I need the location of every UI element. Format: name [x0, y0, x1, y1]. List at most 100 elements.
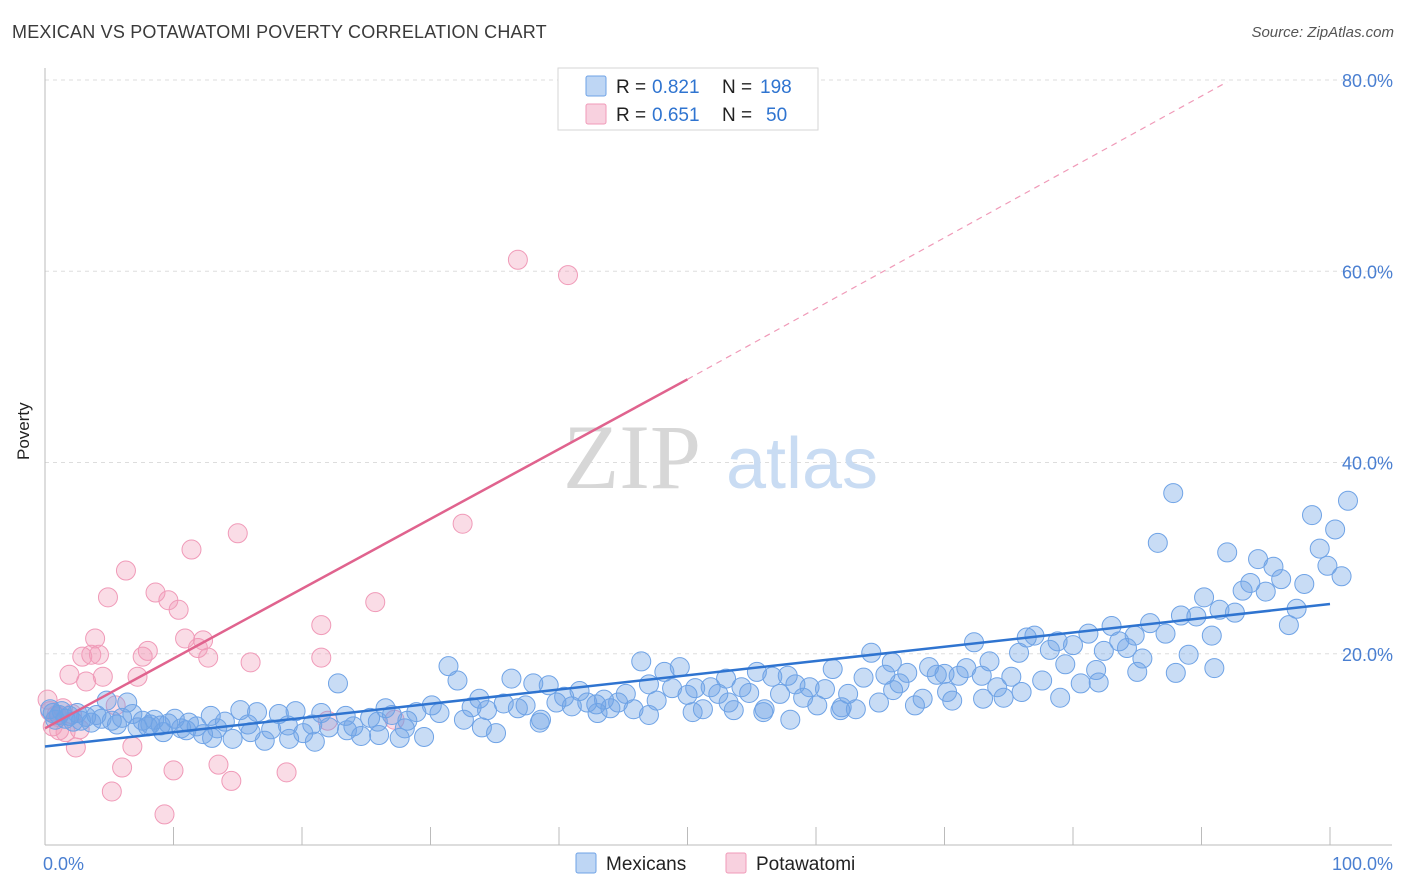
mexicans-point: [406, 702, 427, 723]
mexicans-point: [993, 687, 1014, 708]
chart-title: MEXICAN VS POTAWATOMI POVERTY CORRELATIO…: [12, 22, 547, 42]
potawatomi-point: [81, 644, 102, 665]
mexicans-point: [1163, 483, 1184, 504]
mexicans-point: [304, 731, 325, 752]
watermark-zip: ZIP: [563, 406, 701, 508]
mexicans-point: [222, 728, 243, 749]
mexicans-point: [447, 670, 468, 691]
mexicans-point: [1337, 490, 1358, 511]
mexicans-point: [1050, 687, 1071, 708]
mexicans-point: [770, 683, 791, 704]
mexicans-point: [904, 695, 925, 716]
mexicans-point: [1155, 623, 1176, 644]
mexicans-point: [919, 657, 940, 678]
mexicans-point: [623, 699, 644, 720]
potawatomi-point: [557, 265, 578, 286]
mexicans-point: [1001, 666, 1022, 687]
mexicans-point: [1263, 556, 1284, 577]
mexicans-point: [1047, 631, 1068, 652]
potawatomi-trend-extension: [687, 81, 1228, 380]
mexicans-point: [1147, 532, 1168, 553]
potawatomi-point: [507, 249, 528, 270]
mexicans-point: [861, 642, 882, 663]
mexicans-point: [799, 677, 820, 698]
mexicans-point: [1165, 662, 1186, 683]
legend-bottom: Mexicans Potawatomi: [575, 852, 855, 875]
mexicans-point: [1232, 580, 1253, 601]
mexicans-point: [369, 725, 390, 746]
mexicans-point: [336, 720, 357, 741]
mexicans-point: [926, 664, 947, 685]
potawatomi-points: [37, 249, 578, 825]
y-tick-label: 20.0%: [1342, 645, 1393, 665]
trend-lines: [44, 81, 1331, 748]
potawatomi-point: [276, 762, 297, 783]
mexicans-point: [394, 718, 415, 739]
mexicans-point: [987, 677, 1008, 698]
x-tick-label: 0.0%: [43, 854, 84, 874]
mexicans-point: [381, 704, 402, 725]
mexicans-point: [471, 717, 492, 738]
mexicans-point: [477, 700, 498, 721]
mexicans-point: [912, 688, 933, 709]
legend-swatch-mexicans: [575, 852, 597, 874]
potawatomi-point: [115, 560, 136, 581]
mexicans-point: [529, 712, 550, 733]
mexicans-point: [1271, 569, 1292, 590]
mexicans-point: [279, 728, 300, 749]
mexicans-point: [739, 682, 760, 703]
potawatomi-point: [154, 804, 175, 825]
potawatomi-point: [240, 652, 261, 673]
potawatomi-point: [221, 770, 242, 791]
mexicans-point: [1088, 672, 1109, 693]
legend-r-value: 0.821: [652, 77, 700, 98]
mexicans-point: [1063, 635, 1083, 656]
mexicans-point: [438, 656, 459, 677]
mexicans-point: [682, 702, 703, 723]
watermark-atlas: atlas: [726, 424, 878, 504]
potawatomi-trend-line: [44, 378, 689, 730]
tick-labels: 20.0% 40.0% 60.0% 80.0% 0.0% 100.0%: [43, 71, 1393, 874]
mexicans-point: [1255, 581, 1276, 602]
x-tick-label: 100.0%: [1332, 854, 1393, 874]
mexicans-point: [327, 673, 348, 694]
mexicans-point: [1086, 660, 1107, 681]
mexicans-point: [202, 727, 223, 748]
potawatomi-point: [452, 513, 473, 534]
mexicans-point: [1116, 638, 1137, 659]
mexicans-point: [669, 657, 690, 678]
legend-r-label: R =: [616, 77, 646, 98]
mexicans-point: [1011, 682, 1032, 702]
mexicans-point: [814, 679, 835, 700]
legend-swatch-potawatomi: [585, 103, 607, 125]
mexicans-point: [91, 708, 112, 729]
mexicans-point: [1093, 640, 1114, 661]
legend-r-label: R =: [616, 105, 646, 126]
mexicans-point: [831, 697, 852, 718]
mexicans-point: [638, 704, 659, 725]
mexicans-point: [1309, 538, 1330, 559]
potawatomi-point: [137, 640, 158, 661]
mexicans-point: [973, 688, 994, 709]
mexicans-point: [247, 702, 268, 723]
mexicans-point: [807, 695, 828, 716]
mexicans-points: [40, 483, 1358, 752]
mexicans-point: [685, 678, 706, 699]
legend-box: [557, 67, 819, 131]
potawatomi-point: [65, 737, 86, 758]
mexicans-point: [1302, 505, 1323, 526]
mexicans-point: [1178, 644, 1199, 665]
mexicans-point: [753, 702, 774, 723]
potawatomi-point: [163, 760, 184, 781]
mexicans-point: [112, 707, 133, 728]
mexicans-point: [1201, 625, 1222, 646]
mexicans-point: [587, 703, 608, 724]
legend-n-label: N =: [722, 105, 752, 126]
mexicans-point: [883, 680, 904, 701]
mexicans-point: [1194, 587, 1215, 608]
mexicans-point: [335, 705, 356, 726]
mexicans-point: [853, 667, 874, 688]
mexicans-point: [389, 727, 410, 748]
potawatomi-point: [92, 666, 113, 687]
